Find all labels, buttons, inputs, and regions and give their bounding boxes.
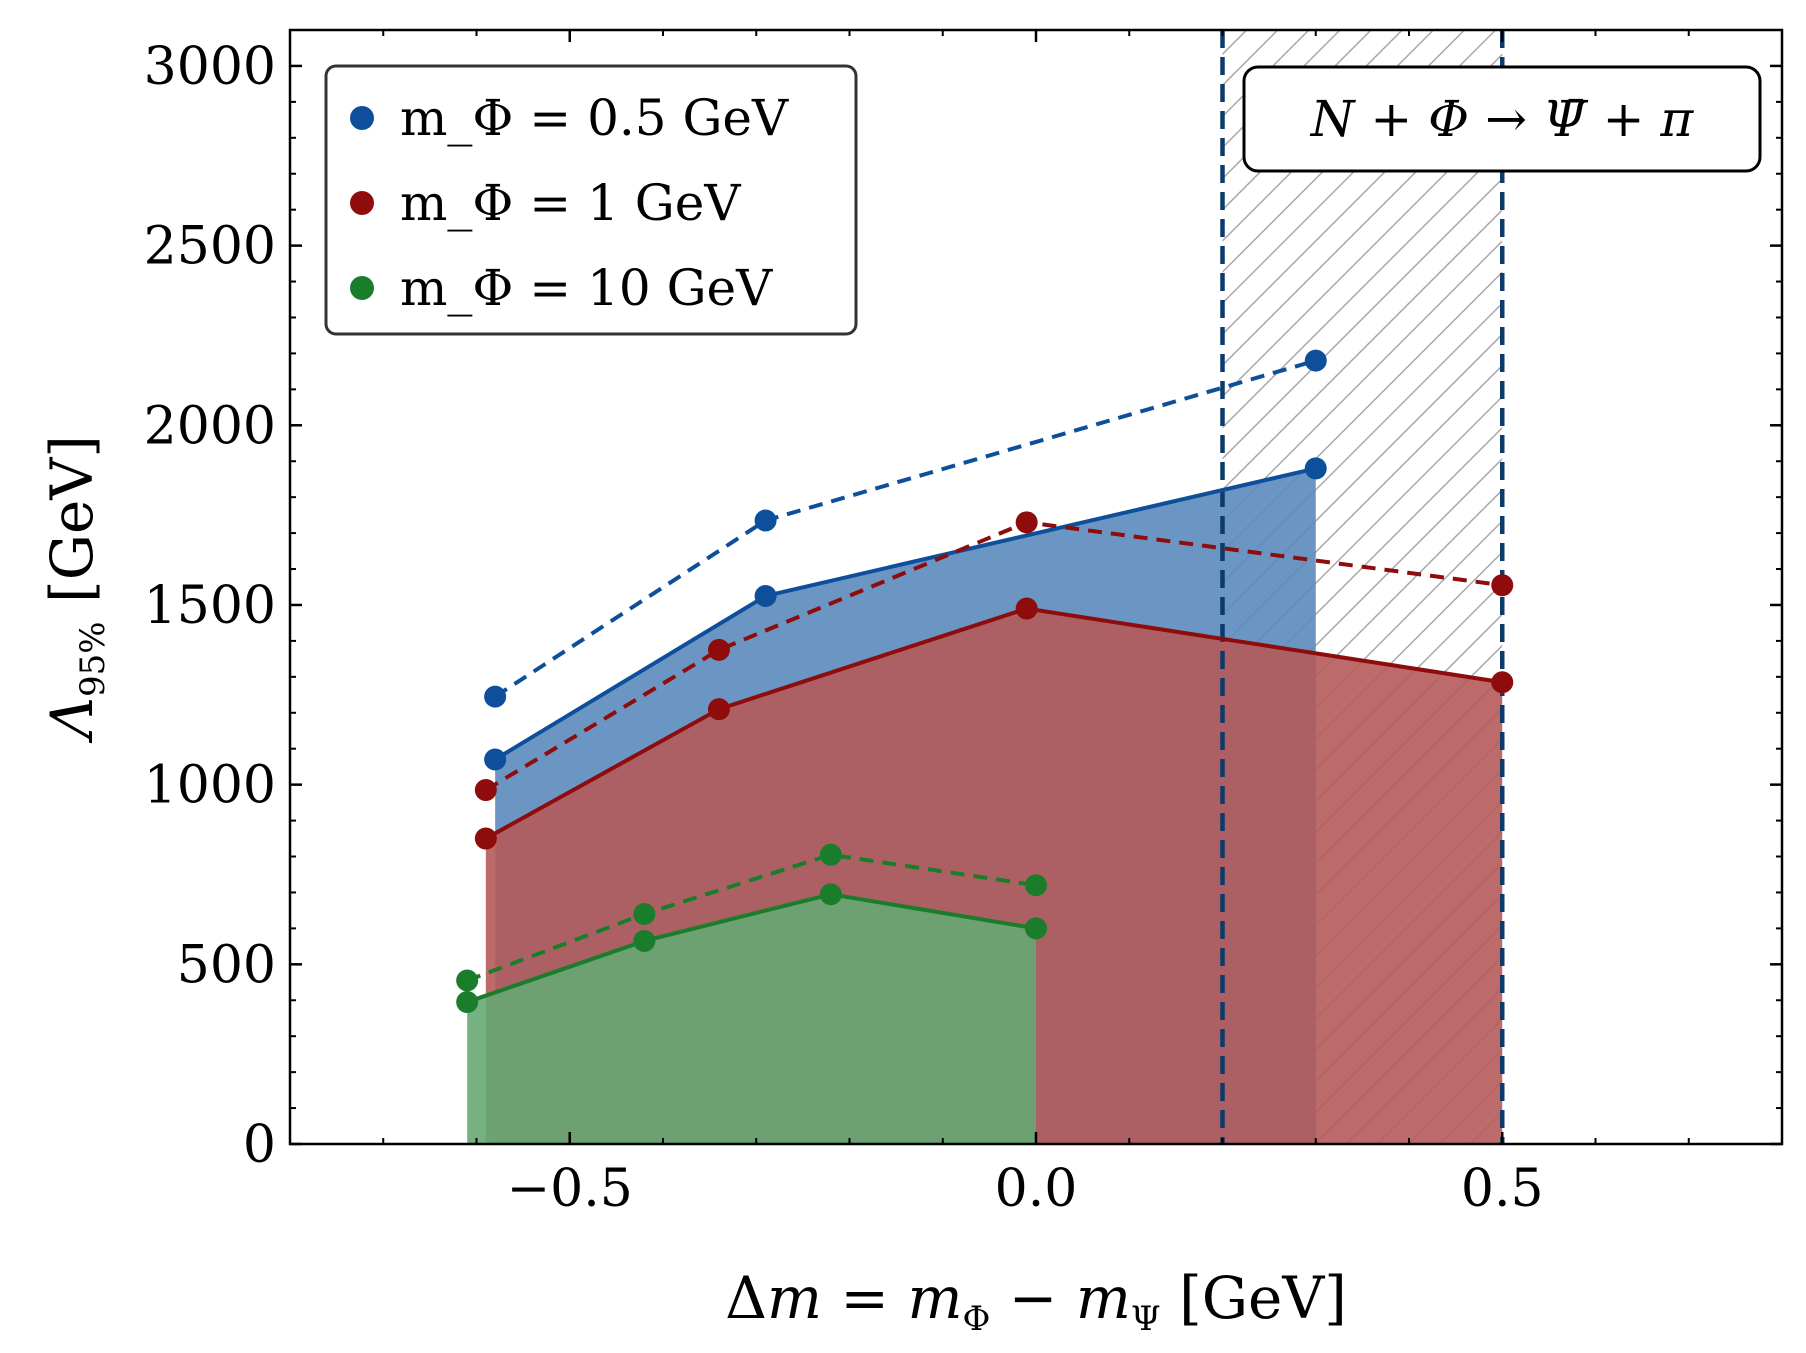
series-2-solid-point-3 xyxy=(1025,917,1047,940)
tick-label-layer: −0.5 0.0 0.5 0 500 1000 1500 2000 2500 3000 xyxy=(144,37,1544,1219)
y-tick-label-2: 1000 xyxy=(144,756,276,816)
series-0-solid-point-2 xyxy=(1304,457,1327,480)
series-2-dashed-point-2 xyxy=(819,843,842,866)
series-1-dashed-point-3 xyxy=(1491,574,1514,597)
legend-marker-0 xyxy=(350,106,374,130)
series-1-solid-point-3 xyxy=(1491,671,1514,694)
legend: m_Φ = 0.5 GeV m_Φ = 1 GeV m_Φ = 10 GeV xyxy=(324,64,858,336)
legend-marker-1 xyxy=(350,191,374,215)
series-2-dashed-point-0 xyxy=(456,969,479,992)
y-tick-label-6: 3000 xyxy=(144,37,276,97)
tick-layer xyxy=(289,29,1783,1146)
series-0-solid-point-1 xyxy=(754,584,777,607)
legend-entries: m_Φ = 0.5 GeV m_Φ = 1 GeV m_Φ = 10 GeV xyxy=(350,89,789,317)
series-2-dashed-point-3 xyxy=(1025,874,1047,897)
legend-marker-2 xyxy=(350,276,374,300)
series-1-solid-point-0 xyxy=(474,827,497,850)
series-1-solid-point-1 xyxy=(707,698,730,721)
series-1-dashed-line xyxy=(484,520,1503,792)
series-2-dashed-point-1 xyxy=(633,903,656,926)
series-1-solid-line xyxy=(484,606,1503,841)
series-2-solid-point-0 xyxy=(456,991,479,1014)
y-tick-label-4: 2000 xyxy=(144,396,276,456)
legend-box xyxy=(324,64,858,336)
series-2-solid-line xyxy=(466,892,1037,1004)
series-2-area xyxy=(467,894,1036,1144)
series-1-solid-point-2 xyxy=(1015,597,1038,620)
point-layer xyxy=(456,349,1514,1014)
series-1-dashed-point-0 xyxy=(474,779,497,802)
x-tick-label-2: 0.5 xyxy=(1461,1159,1544,1219)
y-tick-label-3: 1500 xyxy=(144,576,276,636)
series-0-solid-point-0 xyxy=(484,748,507,771)
series-2-solid-point-2 xyxy=(819,883,842,906)
x-axis-label: Δm = mΦ − mΨ [GeV] xyxy=(725,1264,1347,1339)
legend-label-2: m_Φ = 10 GeV xyxy=(400,259,773,317)
series-0-dashed-point-0 xyxy=(484,685,507,708)
series-2-dashed-line xyxy=(466,852,1037,983)
series-0-dashed-point-2 xyxy=(1304,349,1327,372)
series-1-dashed-point-1 xyxy=(707,638,730,661)
legend-label-1: m_Φ = 1 GeV xyxy=(400,174,741,232)
y-axis-label: Λ95% [GeV] xyxy=(38,435,113,744)
y-tick-label-0: 0 xyxy=(243,1115,276,1175)
annotation-text: N + Φ → Ψ̄ + π xyxy=(1310,90,1695,148)
series-2-solid-point-1 xyxy=(633,929,656,952)
annotation-box xyxy=(1242,65,1762,173)
legend-label-0: m_Φ = 0.5 GeV xyxy=(400,89,789,147)
y-tick-label-1: 500 xyxy=(177,935,276,995)
series-0-dashed-point-1 xyxy=(754,509,777,532)
x-tick-label-0: −0.5 xyxy=(507,1159,633,1219)
series-1-dashed-point-2 xyxy=(1015,511,1038,534)
reaction-annotation: N + Φ → Ψ̄ + π xyxy=(1242,65,1762,173)
y-tick-label-5: 2500 xyxy=(144,217,276,277)
x-tick-label-1: 0.0 xyxy=(995,1159,1078,1219)
